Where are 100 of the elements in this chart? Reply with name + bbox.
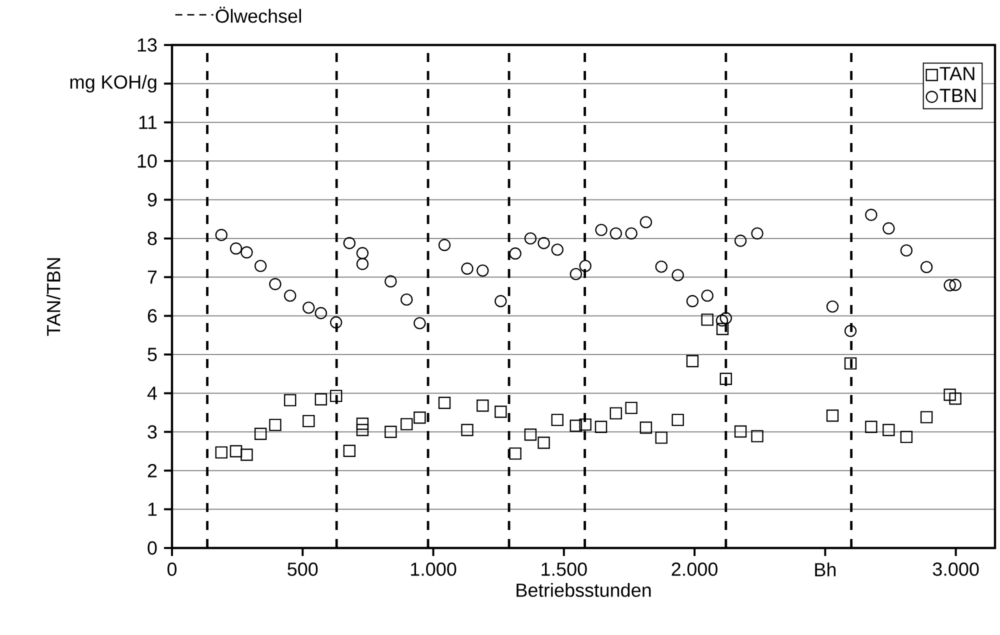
point xyxy=(230,242,242,255)
point xyxy=(254,260,267,272)
point xyxy=(610,227,622,240)
point xyxy=(215,446,228,459)
point xyxy=(269,418,282,432)
x-tick-label: 2.000 xyxy=(672,562,718,576)
x-tick-label: 1.000 xyxy=(411,562,456,576)
point xyxy=(269,278,282,290)
point xyxy=(400,418,413,430)
y-tick-label: 3 xyxy=(148,425,157,439)
point xyxy=(461,424,474,436)
point xyxy=(314,307,328,320)
y-tick-label: 7 xyxy=(148,270,157,284)
y-axis-title: TAN/TBN xyxy=(46,258,60,336)
point xyxy=(579,260,592,272)
point xyxy=(343,236,356,250)
point xyxy=(701,290,714,302)
point xyxy=(509,447,522,460)
point xyxy=(625,227,638,240)
y-tick-label: 11 xyxy=(139,116,157,129)
point xyxy=(494,406,507,418)
x-tick-label: 500 xyxy=(288,562,318,576)
point xyxy=(734,234,747,247)
point xyxy=(920,411,933,424)
point xyxy=(734,425,747,438)
point xyxy=(826,410,839,422)
point xyxy=(400,293,413,306)
point xyxy=(625,402,638,414)
x-tick-label: 3.000 xyxy=(932,562,979,576)
point xyxy=(865,208,878,221)
point xyxy=(538,236,550,250)
point xyxy=(882,222,895,234)
point xyxy=(240,448,253,461)
point xyxy=(438,238,451,252)
point xyxy=(230,445,242,458)
point xyxy=(672,414,684,426)
x-tick-label: 0 xyxy=(167,562,177,576)
point xyxy=(900,430,913,444)
y-tick-label: mg KOH/g xyxy=(70,74,156,92)
point xyxy=(720,372,732,385)
y-tick-label: 0 xyxy=(148,541,157,555)
point xyxy=(701,314,714,326)
point xyxy=(949,278,962,291)
y-tick-label: 13 xyxy=(138,38,157,52)
point xyxy=(882,424,895,436)
point xyxy=(900,244,913,257)
point xyxy=(920,260,933,274)
legend-label: Ölwechsel xyxy=(216,6,301,23)
point xyxy=(865,420,878,433)
point xyxy=(524,232,537,245)
point xyxy=(655,432,668,444)
point xyxy=(655,260,668,273)
y-tick-label: 5 xyxy=(148,348,157,362)
point xyxy=(538,436,550,449)
point xyxy=(716,314,728,327)
point xyxy=(494,295,507,308)
point xyxy=(356,424,369,436)
point xyxy=(594,420,608,433)
point xyxy=(384,275,397,288)
point xyxy=(751,430,764,442)
point xyxy=(215,228,228,242)
point xyxy=(476,264,489,277)
point xyxy=(844,324,857,338)
point xyxy=(438,396,451,409)
point xyxy=(640,216,652,228)
y-tick-label: 2 xyxy=(148,464,157,478)
point xyxy=(414,411,426,424)
point xyxy=(356,247,369,260)
y-tick-label: 4 xyxy=(147,386,157,400)
point xyxy=(640,422,652,434)
legend-label: TBN xyxy=(940,88,976,102)
point xyxy=(343,444,356,457)
point xyxy=(610,407,622,420)
point xyxy=(686,355,699,368)
point xyxy=(384,426,397,438)
point xyxy=(254,428,267,440)
point xyxy=(356,418,369,430)
point xyxy=(509,247,522,260)
point xyxy=(570,268,582,280)
point xyxy=(716,322,729,336)
y-tick-label: 6 xyxy=(148,309,157,323)
point xyxy=(570,420,582,432)
y-tick-label: 8 xyxy=(148,232,157,246)
point xyxy=(302,302,315,314)
y-tick-label: 10 xyxy=(138,154,157,168)
point xyxy=(551,244,564,256)
point xyxy=(330,316,342,329)
point xyxy=(240,246,253,258)
point xyxy=(595,224,608,236)
point xyxy=(302,414,315,428)
point xyxy=(579,418,592,431)
x-tick-label: 1.500 xyxy=(542,562,587,576)
point xyxy=(414,317,426,330)
point xyxy=(944,279,956,292)
point xyxy=(284,394,296,406)
point xyxy=(551,414,564,426)
point xyxy=(524,428,537,441)
point xyxy=(686,295,699,308)
point xyxy=(284,290,296,302)
y-tick-label: 9 xyxy=(148,193,157,206)
